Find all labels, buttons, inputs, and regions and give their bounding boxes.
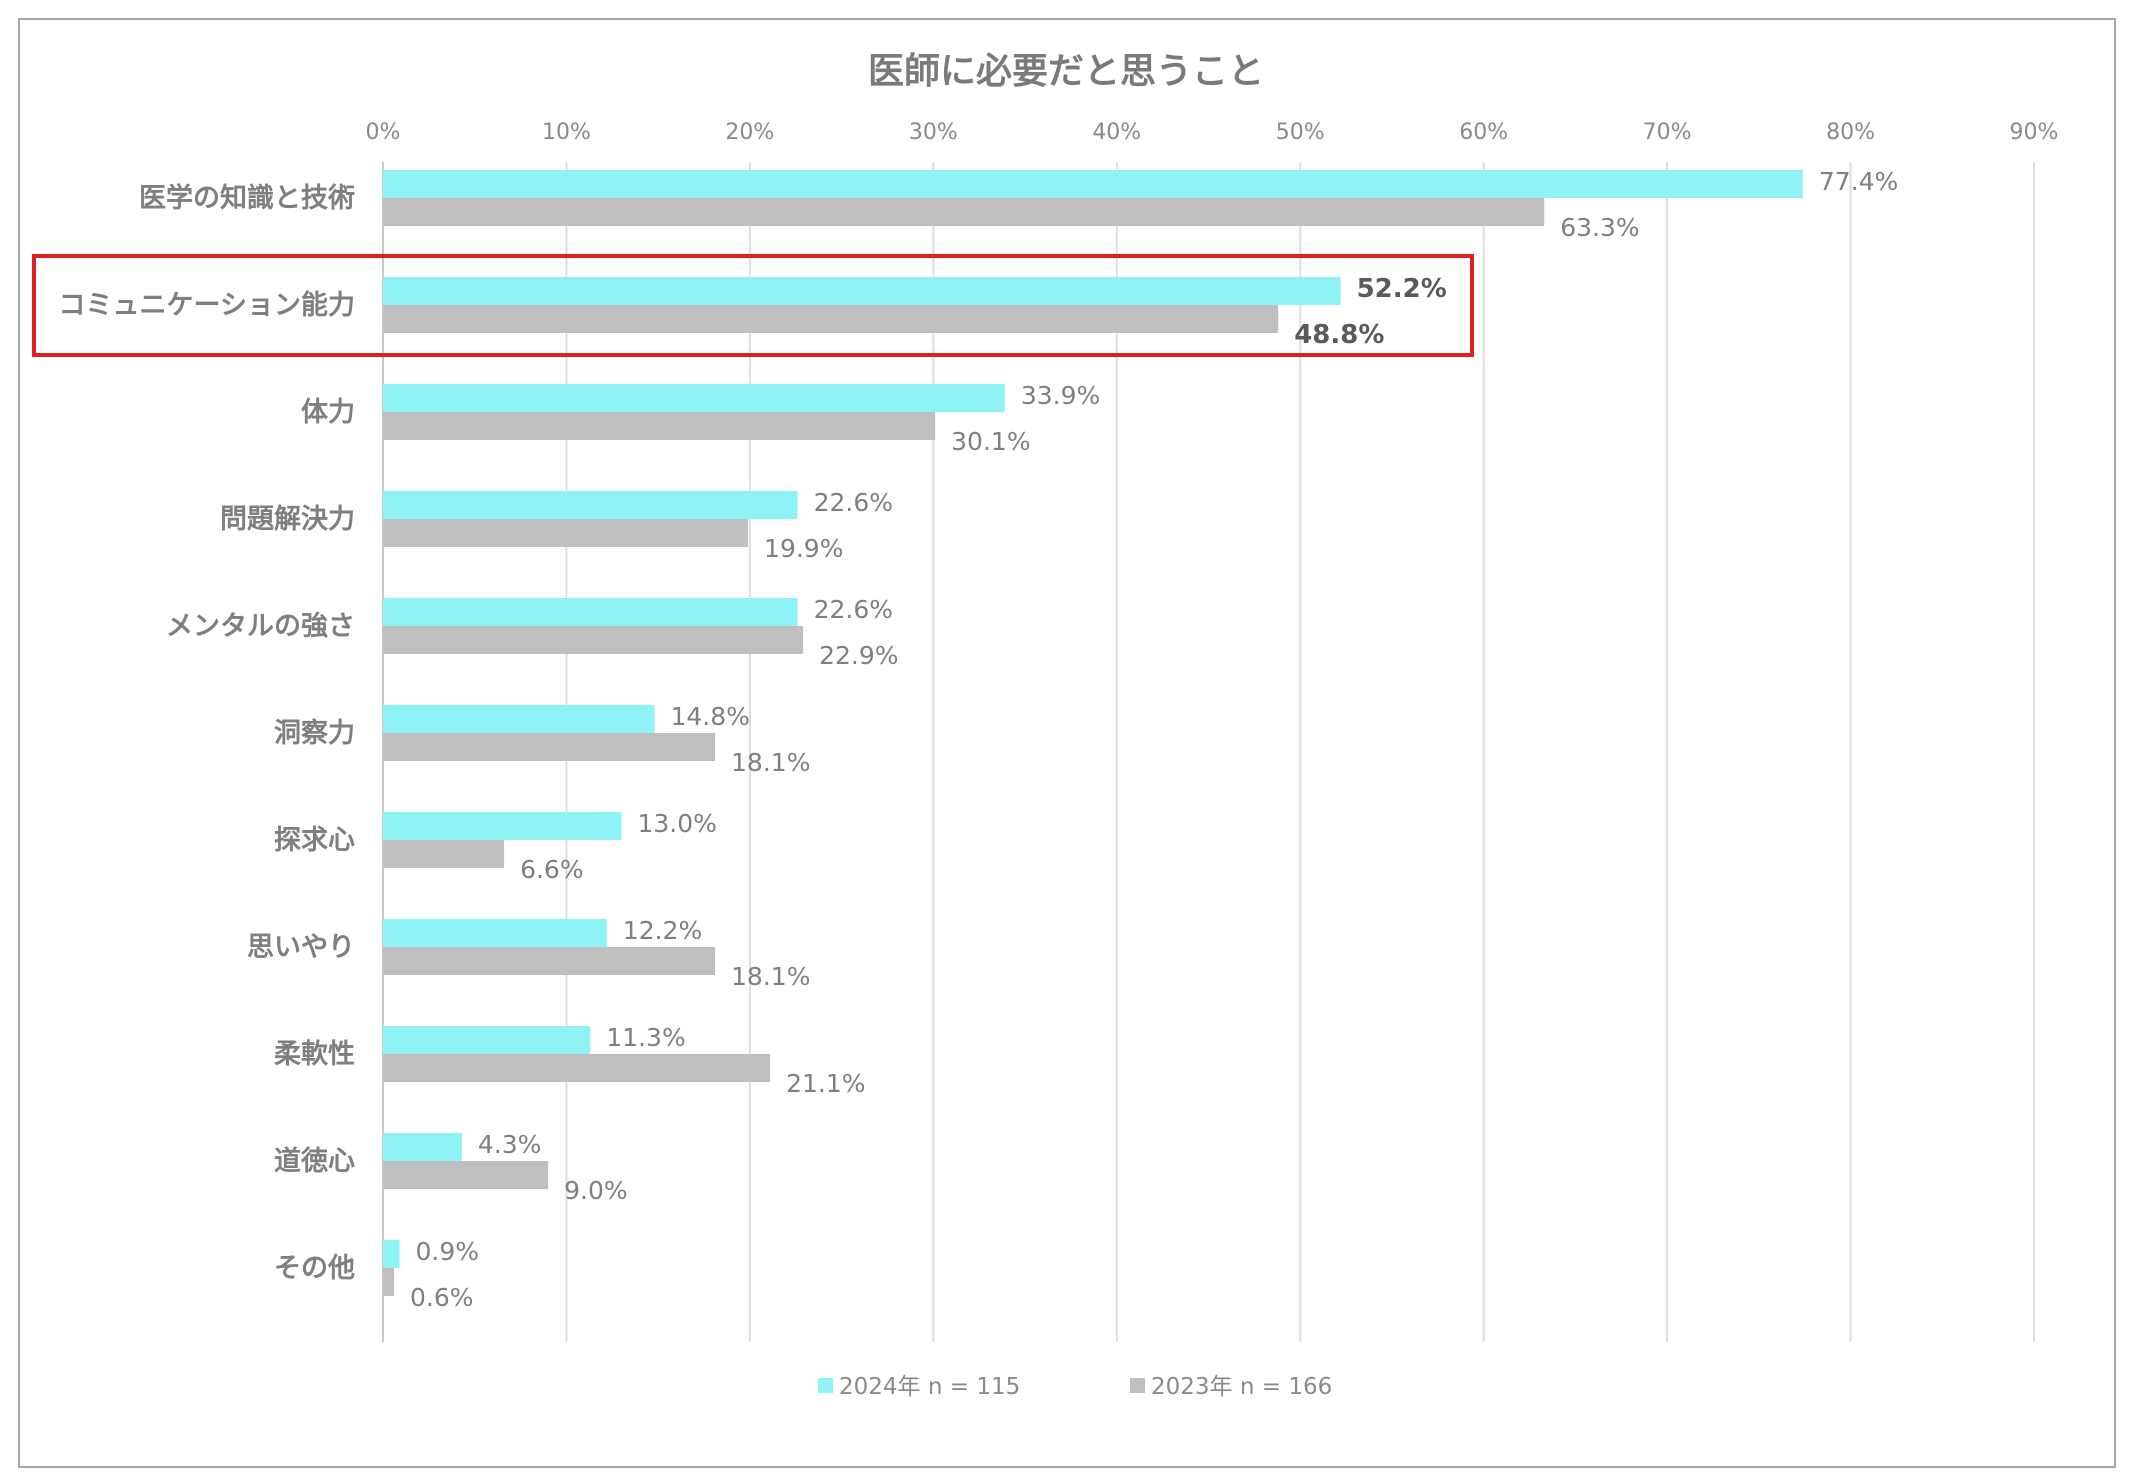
- bar-2024: [383, 170, 1803, 198]
- chart-frame: [18, 18, 2116, 1468]
- data-label: 22.6%: [814, 488, 893, 517]
- bar-2023: [383, 626, 804, 654]
- category-label: その他: [274, 1253, 355, 1284]
- category-label: 思いやり: [247, 932, 355, 963]
- data-label: 14.8%: [670, 702, 749, 731]
- data-labels: 77.4% 63.3% 52.2% 48.8% 33.9% 30.1% 22.6% 19.9%…: [410, 167, 1898, 1312]
- data-label: 13.0%: [637, 809, 716, 838]
- x-tick-label: 60%: [1459, 120, 1508, 145]
- data-label: 0.9%: [416, 1237, 480, 1266]
- bar-2023: [383, 1161, 549, 1189]
- x-tick-label: 10%: [542, 120, 591, 145]
- data-label: 11.3%: [606, 1023, 685, 1052]
- bar-2024: [383, 598, 798, 626]
- legend-item: 2024年 n = 115: [818, 1374, 1020, 1400]
- bar-2023: [383, 1268, 395, 1296]
- x-tick-label: 50%: [1276, 120, 1325, 145]
- bar-2023: [383, 1054, 771, 1082]
- data-label: 21.1%: [786, 1069, 865, 1098]
- category-label: 道徳心: [274, 1145, 355, 1177]
- category-labels: 医学の知識と技術コミュニケーション能力体力問題解決力メンタルの強さ洞察力探求心思…: [59, 182, 355, 1284]
- category-label: 医学の知識と技術: [139, 182, 355, 214]
- bar-2023: [383, 519, 749, 547]
- bar-2024: [383, 1026, 591, 1054]
- category-label: 体力: [301, 397, 355, 428]
- data-label: 4.3%: [478, 1130, 542, 1159]
- data-label: 30.1%: [951, 427, 1030, 456]
- legend-label: 2024年 n = 115: [839, 1374, 1020, 1400]
- bar-2024: [383, 812, 622, 840]
- data-label: 12.2%: [623, 916, 702, 945]
- category-label: 問題解決力: [220, 504, 355, 535]
- data-label: 6.6%: [520, 855, 584, 884]
- bar-2023: [383, 305, 1279, 333]
- bar-2024: [383, 705, 655, 733]
- data-label: 18.1%: [731, 748, 810, 777]
- category-label: 探求心: [274, 825, 355, 856]
- legend: 2024年 n = 115 2023年 n = 166: [818, 1374, 1332, 1400]
- legend-label: 2023年 n = 166: [1151, 1374, 1332, 1400]
- bar-2023: [383, 840, 505, 868]
- bar-2024: [383, 277, 1341, 305]
- x-tick-label: 90%: [2010, 120, 2059, 145]
- bar-2024: [383, 1240, 400, 1268]
- data-label: 18.1%: [731, 962, 810, 991]
- data-label: 19.9%: [764, 534, 843, 563]
- x-tick-label: 0%: [366, 120, 401, 145]
- category-label: 洞察力: [274, 717, 355, 749]
- highlight-layer: [32, 254, 1474, 357]
- bar-2023: [383, 733, 716, 761]
- data-label: 22.9%: [819, 641, 898, 670]
- data-label: 0.6%: [410, 1283, 474, 1312]
- legend-swatch: [1130, 1378, 1145, 1393]
- bar-2023: [383, 412, 936, 440]
- bar-2024: [383, 919, 607, 947]
- x-tick-label: 70%: [1643, 120, 1692, 145]
- highlight-box: [32, 254, 1474, 357]
- data-label: 63.3%: [1560, 213, 1639, 242]
- category-label: 柔軟性: [274, 1039, 355, 1070]
- category-label: メンタルの強さ: [166, 611, 355, 642]
- data-label: 52.2%: [1357, 274, 1447, 304]
- bar-2024: [383, 1133, 462, 1161]
- legend-swatch: [818, 1378, 833, 1393]
- category-label: コミュニケーション能力: [59, 289, 355, 321]
- x-tick-label: 20%: [725, 120, 774, 145]
- bar-2023: [383, 947, 716, 975]
- bar-2023: [383, 198, 1545, 226]
- data-label: 77.4%: [1819, 167, 1898, 196]
- legend-item: 2023年 n = 166: [1130, 1374, 1332, 1400]
- x-tick-label: 80%: [1826, 120, 1875, 145]
- data-label: 33.9%: [1021, 381, 1100, 410]
- x-tick-label: 30%: [909, 120, 958, 145]
- data-label: 22.6%: [814, 595, 893, 624]
- data-label: 9.0%: [564, 1176, 628, 1205]
- bars: [383, 170, 1803, 1296]
- x-axis-ticks: 0% 10% 20% 30% 40% 50% 60% 70% 80% 90%: [366, 120, 2059, 145]
- bar-2024: [383, 491, 798, 519]
- bar-2024: [383, 384, 1005, 412]
- data-label: 48.8%: [1294, 320, 1384, 350]
- chart-title: 医師に必要だと思うこと: [868, 51, 1264, 92]
- x-tick-label: 40%: [1092, 120, 1141, 145]
